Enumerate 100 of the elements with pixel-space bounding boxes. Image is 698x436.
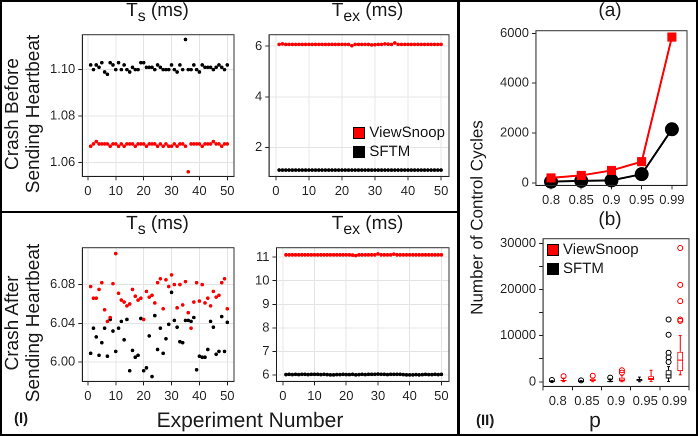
x-tick-label: 40 bbox=[192, 182, 207, 198]
point bbox=[287, 253, 291, 257]
point bbox=[356, 168, 360, 172]
point bbox=[294, 372, 298, 376]
y-tick-label: 1.06 bbox=[50, 154, 76, 170]
point bbox=[222, 350, 226, 354]
point bbox=[376, 168, 380, 172]
chart-title: (b) bbox=[597, 209, 623, 231]
y-tick-label: 8 bbox=[262, 319, 270, 334]
x-tick-label: 40 bbox=[402, 388, 417, 403]
point bbox=[192, 142, 196, 146]
point bbox=[419, 42, 424, 46]
point bbox=[307, 42, 311, 46]
point bbox=[350, 168, 354, 172]
point bbox=[212, 140, 216, 144]
point bbox=[147, 334, 152, 338]
point bbox=[108, 144, 112, 148]
point bbox=[303, 372, 307, 376]
point bbox=[376, 42, 380, 46]
point bbox=[429, 42, 433, 46]
point bbox=[206, 296, 210, 300]
point bbox=[125, 318, 129, 322]
point bbox=[388, 372, 392, 376]
point bbox=[426, 42, 430, 46]
chart-title: (a) bbox=[597, 0, 623, 22]
point bbox=[100, 340, 104, 344]
point bbox=[217, 293, 221, 298]
point bbox=[382, 253, 386, 257]
point bbox=[430, 253, 434, 257]
point bbox=[390, 168, 394, 172]
point bbox=[106, 72, 110, 76]
point bbox=[139, 60, 143, 64]
point bbox=[344, 372, 348, 376]
point bbox=[354, 254, 358, 258]
point bbox=[147, 66, 152, 70]
point bbox=[386, 168, 390, 172]
x-tick-label: 0.99 bbox=[659, 192, 685, 207]
x-tick-label: 30 bbox=[370, 388, 386, 403]
point bbox=[353, 168, 357, 172]
point bbox=[277, 168, 281, 172]
point bbox=[341, 372, 345, 376]
point bbox=[436, 253, 440, 257]
point bbox=[353, 42, 357, 46]
x-axis-title: Experiment Number bbox=[156, 408, 344, 434]
point bbox=[164, 337, 168, 341]
point bbox=[328, 253, 332, 257]
point bbox=[304, 168, 308, 172]
x-tick-label: 0 bbox=[279, 388, 286, 403]
legend-label: SFTM bbox=[369, 142, 410, 161]
point bbox=[161, 352, 165, 356]
point bbox=[325, 253, 330, 257]
point bbox=[340, 168, 344, 172]
point bbox=[383, 168, 387, 172]
point bbox=[203, 301, 207, 305]
y-tick-label: 9 bbox=[262, 296, 270, 311]
point bbox=[317, 168, 321, 172]
y-tick-label: 6 bbox=[262, 366, 270, 382]
point bbox=[380, 168, 384, 172]
point bbox=[194, 368, 198, 372]
point bbox=[310, 372, 314, 376]
point bbox=[125, 68, 129, 72]
point bbox=[398, 253, 402, 257]
point bbox=[214, 352, 218, 356]
point bbox=[386, 372, 390, 376]
point bbox=[396, 42, 400, 46]
point bbox=[153, 314, 157, 318]
y-tick-label: 4000 bbox=[500, 74, 529, 90]
point bbox=[139, 296, 143, 300]
point bbox=[133, 144, 138, 148]
point bbox=[164, 142, 168, 146]
point bbox=[189, 68, 193, 72]
point bbox=[208, 304, 212, 308]
point bbox=[192, 63, 196, 67]
y-tick-label: 2000 bbox=[500, 124, 529, 140]
point bbox=[393, 41, 397, 45]
point bbox=[360, 42, 364, 46]
point bbox=[120, 68, 124, 72]
point bbox=[136, 298, 140, 302]
point bbox=[180, 340, 184, 344]
x-tick-label: 0.9 bbox=[602, 192, 620, 207]
point bbox=[332, 253, 336, 257]
point bbox=[306, 253, 310, 257]
point bbox=[156, 348, 160, 352]
y-tick-label: 4 bbox=[254, 88, 262, 104]
point bbox=[100, 142, 104, 146]
point bbox=[142, 60, 146, 64]
point bbox=[363, 168, 367, 172]
point bbox=[217, 63, 221, 67]
point bbox=[142, 318, 146, 322]
point bbox=[420, 372, 424, 376]
point bbox=[220, 314, 224, 318]
point bbox=[130, 142, 134, 146]
point bbox=[128, 70, 132, 74]
y-tick-label: 2 bbox=[254, 138, 262, 154]
point bbox=[214, 295, 218, 299]
point bbox=[426, 168, 430, 172]
point bbox=[429, 168, 433, 172]
y-tick-label: 11 bbox=[256, 248, 270, 264]
point bbox=[122, 63, 126, 67]
point bbox=[125, 304, 129, 308]
